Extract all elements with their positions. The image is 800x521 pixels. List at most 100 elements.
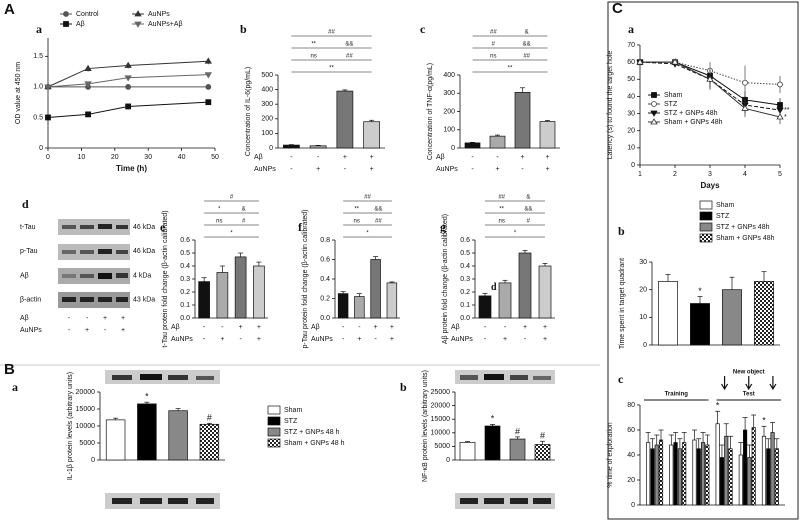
x-tick-label: 4 [743, 171, 747, 178]
y-axis-label: Aβ protein fold change (β-actin calibrat… [442, 214, 449, 344]
y-tick-label: 500 [261, 72, 273, 79]
treatment-value: + [357, 336, 361, 343]
y-tick-label: 0.1 [180, 302, 190, 309]
bar [722, 289, 742, 346]
annotation: && [345, 42, 353, 48]
bar [198, 281, 210, 319]
panel-label: d [22, 197, 29, 211]
treatment-name: AuNPs [311, 336, 333, 343]
legend-label: Sham + GNPs 48 h [284, 440, 345, 447]
bar [719, 457, 725, 506]
annotation: ns [216, 219, 222, 225]
bar [677, 448, 682, 506]
y-tick-label: 20 [639, 287, 647, 294]
y-tick-label: 50 [627, 76, 635, 83]
annotation: # [230, 195, 234, 201]
legend-label: STZ + GNPs 48 h [284, 429, 340, 436]
x-tick-label: 20 [111, 154, 119, 161]
y-tick-label: 0.6 [180, 237, 190, 244]
bar [363, 121, 381, 149]
panel-label: a [628, 22, 634, 36]
annotation: ** [784, 107, 790, 114]
inset-label: d [491, 282, 497, 293]
bar [754, 281, 774, 346]
bar [658, 281, 678, 346]
annotation: * [230, 231, 233, 237]
panel-label: a [12, 380, 18, 394]
annotation: ns [498, 219, 504, 225]
y-tick-label: 300 [443, 90, 455, 97]
bar [518, 252, 532, 319]
point [85, 111, 91, 118]
panel-label: a [36, 22, 42, 36]
bar [650, 448, 655, 506]
point [204, 72, 213, 79]
legend-label: STZ [284, 418, 298, 425]
annotation: & [525, 30, 529, 36]
point [45, 114, 51, 121]
annotation: & [526, 195, 530, 201]
legend-marker [651, 101, 657, 107]
point [124, 75, 132, 82]
annotation: ** [508, 66, 513, 72]
treatment-value: - [504, 324, 507, 331]
arrow [745, 376, 753, 391]
point [205, 83, 212, 90]
legend-swatch [699, 211, 713, 221]
treatment-value: - [68, 315, 71, 322]
y-tick-label: 0 [631, 162, 635, 169]
annotation: ** [329, 66, 334, 72]
bar [354, 296, 365, 319]
treatment-value: + [103, 315, 107, 322]
y-tick-label: 100 [261, 130, 273, 137]
section-label: C [612, 0, 623, 17]
y-tick-label: 10 [627, 145, 635, 152]
annotation: ## [498, 195, 505, 201]
treatment-value: + [239, 324, 243, 331]
y-tick-label: 10000 [76, 423, 96, 430]
y-axis-label: t-Tau protein fold change (β-actin calib… [162, 210, 169, 347]
x-axis-label: Days [700, 181, 720, 190]
treatment-value: - [524, 336, 527, 343]
y-tick-label: 200 [443, 108, 455, 115]
y-tick-label: 20 [627, 128, 635, 135]
treatment-value: + [257, 324, 261, 331]
y-tick-label: 40 [627, 93, 635, 100]
treatment-value: - [290, 166, 293, 173]
legend-label: STZ [664, 101, 678, 108]
significance-mark: * [762, 416, 766, 426]
bar [478, 295, 492, 319]
panel-label: e [160, 220, 166, 234]
point [205, 99, 212, 106]
section-label: B [4, 361, 15, 378]
treatment-name: AuNPs [451, 336, 473, 343]
y-tick-label: 100 [443, 127, 455, 134]
treatment-value: + [543, 324, 547, 331]
legend-label: Sham [716, 202, 734, 209]
y-tick-label: 200 [261, 116, 273, 123]
significance-mark: * [698, 286, 702, 296]
y-tick-label: 15000 [431, 416, 451, 423]
bar [743, 429, 748, 506]
treatment-value: - [358, 324, 361, 331]
y-tick-label: 80 [627, 402, 635, 409]
x-tick-label: 50 [211, 154, 219, 161]
treatment-value: + [316, 166, 320, 173]
y-tick-label: 0.6 [320, 256, 330, 263]
treatment-value: - [221, 324, 224, 331]
y-tick-label: 60 [627, 427, 635, 434]
point [84, 81, 92, 88]
bar [337, 293, 349, 319]
y-tick-label: 10 [639, 314, 647, 321]
blot-size: 4 kDa [133, 272, 151, 279]
series-line [47, 60, 209, 88]
annotation: ## [364, 195, 371, 201]
y-tick-label: 0.3 [460, 276, 470, 283]
bar [199, 423, 220, 461]
annotation: # [242, 219, 246, 225]
annotation: * [784, 114, 787, 121]
bar [696, 448, 701, 506]
treatment-value: + [370, 166, 374, 173]
treatment-value: + [545, 154, 549, 161]
